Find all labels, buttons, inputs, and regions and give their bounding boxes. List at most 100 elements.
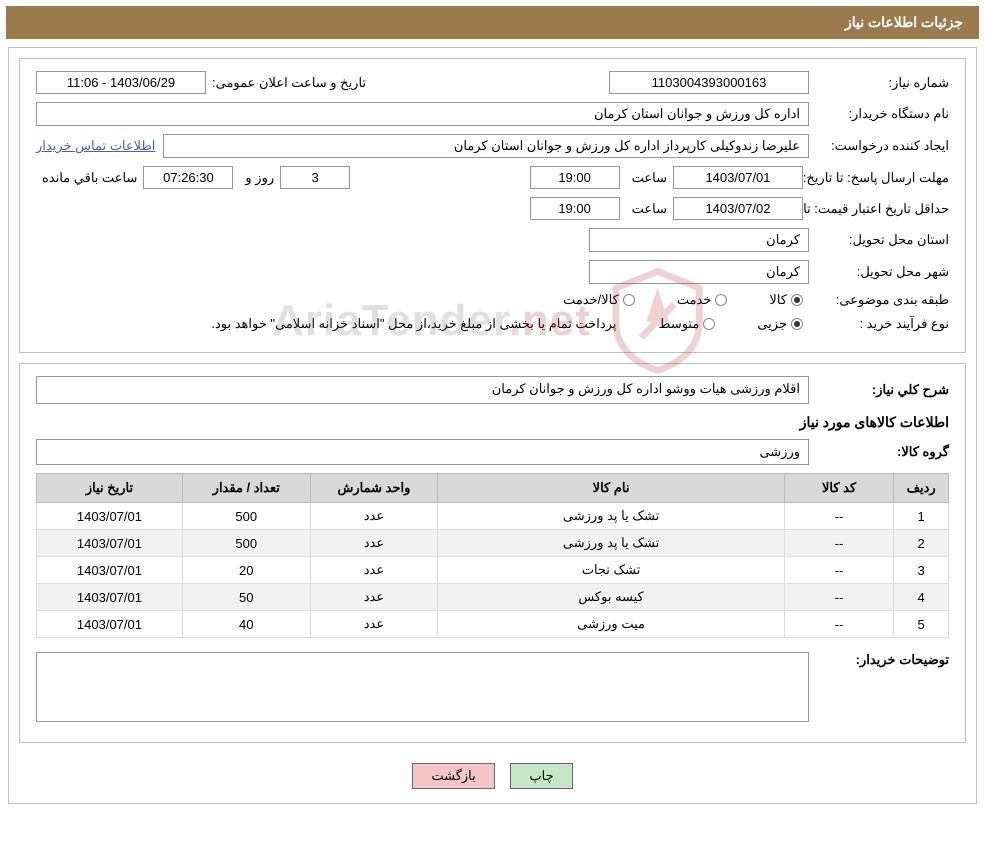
table-cell-code: -- — [784, 611, 893, 638]
print-button[interactable]: چاپ — [510, 763, 572, 789]
purchase-type-option-1[interactable]: متوسط — [658, 316, 715, 332]
delivery-province-label: استان محل تحویل: — [809, 232, 949, 248]
need-number-label: شماره نیاز: — [809, 75, 949, 91]
goods-group-value[interactable]: ورزشی — [36, 439, 809, 465]
goods-section-title: اطلاعات کالاهای مورد نیاز — [36, 414, 949, 431]
details-section: شماره نیاز: 1103004393000163 تاریخ و ساع… — [19, 58, 966, 353]
table-cell-unit: عدد — [310, 611, 438, 638]
category-option-2[interactable]: کالا/خدمت — [563, 292, 635, 308]
table-row: 5--میت ورزشیعدد401403/07/01 — [37, 611, 949, 638]
category-option-1[interactable]: خدمت — [677, 292, 728, 308]
table-cell-unit: عدد — [310, 530, 438, 557]
purchase-type-option-1-label: متوسط — [658, 316, 699, 332]
table-cell-name: تشک یا پد ورزشی — [438, 503, 785, 530]
table-row: 2--تشک یا پد ورزشیعدد5001403/07/01 — [37, 530, 949, 557]
requester-label: ایجاد کننده درخواست: — [809, 138, 949, 154]
announce-value: 1403/06/29 - 11:06 — [36, 71, 206, 94]
reply-days-label: روز و — [239, 170, 274, 186]
need-summary-text[interactable]: اقلام ورزشی هیات ووشو اداره کل ورزش و جو… — [36, 376, 809, 404]
main-frame: AriaTender.net شماره نیاز: 1103004393000… — [8, 47, 977, 804]
table-cell-qty: 500 — [182, 530, 310, 557]
table-cell-date: 1403/07/01 — [37, 557, 183, 584]
need-summary-label: شرح کلي نیاز: — [809, 382, 949, 398]
table-cell-n: 2 — [894, 530, 949, 557]
table-cell-name: تشک یا پد ورزشی — [438, 530, 785, 557]
buyer-org-label: نام دستگاه خریدار: — [809, 106, 949, 122]
requester-value: علیرضا زندوکیلی کارپرداز اداره کل ورزش و… — [163, 134, 809, 158]
back-button[interactable]: بازگشت — [412, 763, 494, 789]
table-cell-date: 1403/07/01 — [37, 503, 183, 530]
purchase-type-option-0[interactable]: جزیی — [757, 316, 803, 332]
radio-icon — [703, 318, 715, 330]
table-cell-date: 1403/07/01 — [37, 611, 183, 638]
table-cell-qty: 20 — [182, 557, 310, 584]
table-cell-qty: 500 — [182, 503, 310, 530]
table-cell-name: کیسه بوکس — [438, 584, 785, 611]
col-date: تاریخ نیاز — [37, 474, 183, 503]
col-n: ردیف — [894, 474, 949, 503]
table-cell-unit: عدد — [310, 584, 438, 611]
purchase-type-option-0-label: جزیی — [757, 316, 787, 332]
goods-group-label: گروه کالا: — [809, 444, 949, 460]
need-number-value: 1103004393000163 — [609, 71, 809, 94]
buyer-contact-link[interactable]: اطلاعات تماس خریدار — [36, 138, 155, 154]
price-validity-label: حداقل تاریخ اعتبار قیمت: تا تاریخ: — [809, 201, 949, 217]
table-cell-date: 1403/07/01 — [37, 584, 183, 611]
reply-deadline-date: 1403/07/01 — [673, 166, 803, 189]
radio-icon — [623, 294, 635, 306]
reply-days: 3 — [280, 166, 350, 189]
category-option-0-label: کالا — [769, 292, 787, 308]
buyer-notes-label: توضیحات خریدار: — [809, 652, 949, 668]
table-cell-n: 1 — [894, 503, 949, 530]
delivery-province-value: کرمان — [589, 228, 809, 252]
table-cell-code: -- — [784, 584, 893, 611]
table-cell-code: -- — [784, 503, 893, 530]
button-row: چاپ بازگشت — [19, 753, 966, 793]
table-cell-n: 3 — [894, 557, 949, 584]
table-cell-name: میت ورزشی — [438, 611, 785, 638]
reply-deadline-label: مهلت ارسال پاسخ: تا تاریخ: — [809, 170, 949, 186]
page-title: جزئیات اطلاعات نیاز — [845, 14, 963, 30]
table-row: 3--تشک نجاتعدد201403/07/01 — [37, 557, 949, 584]
category-option-0[interactable]: کالا — [769, 292, 803, 308]
goods-section: شرح کلي نیاز: اقلام ورزشی هیات ووشو ادار… — [19, 363, 966, 743]
reply-time-label: ساعت — [626, 170, 667, 186]
table-cell-unit: عدد — [310, 557, 438, 584]
radio-selected-icon — [791, 294, 803, 306]
buyer-notes-textarea[interactable] — [36, 652, 809, 722]
table-cell-date: 1403/07/01 — [37, 530, 183, 557]
col-name: نام کالا — [438, 474, 785, 503]
category-label: طبقه بندی موضوعی: — [809, 292, 949, 308]
table-row: 1--تشک یا پد ورزشیعدد5001403/07/01 — [37, 503, 949, 530]
table-cell-name: تشک نجات — [438, 557, 785, 584]
table-cell-code: -- — [784, 557, 893, 584]
items-table: ردیف کد کالا نام کالا واحد شمارش تعداد /… — [36, 473, 949, 638]
col-qty: تعداد / مقدار — [182, 474, 310, 503]
table-cell-qty: 40 — [182, 611, 310, 638]
price-validity-time: 19:00 — [530, 197, 620, 220]
table-cell-n: 4 — [894, 584, 949, 611]
announce-label: تاریخ و ساعت اعلان عمومی: — [206, 75, 366, 91]
table-cell-code: -- — [784, 530, 893, 557]
table-cell-qty: 50 — [182, 584, 310, 611]
category-option-1-label: خدمت — [677, 292, 712, 308]
delivery-city-value: کرمان — [589, 260, 809, 284]
table-cell-n: 5 — [894, 611, 949, 638]
delivery-city-label: شهر محل تحویل: — [809, 264, 949, 280]
col-unit: واحد شمارش — [310, 474, 438, 503]
price-validity-time-label: ساعت — [626, 201, 667, 217]
page-header: جزئیات اطلاعات نیاز — [6, 6, 979, 39]
reply-remaining-label: ساعت باقي مانده — [36, 170, 137, 186]
radio-icon — [715, 294, 727, 306]
buyer-org-value: اداره کل ورزش و جوانان استان کرمان — [36, 102, 809, 126]
category-option-2-label: کالا/خدمت — [563, 292, 619, 308]
price-validity-date: 1403/07/02 — [673, 197, 803, 220]
reply-countdown: 07:26:30 — [143, 166, 233, 189]
table-cell-unit: عدد — [310, 503, 438, 530]
radio-selected-icon — [791, 318, 803, 330]
purchase-type-label: نوع فرآیند خرید : — [809, 316, 949, 332]
col-code: کد کالا — [784, 474, 893, 503]
reply-deadline-time: 19:00 — [530, 166, 620, 189]
table-header-row: ردیف کد کالا نام کالا واحد شمارش تعداد /… — [37, 474, 949, 503]
table-row: 4--کیسه بوکسعدد501403/07/01 — [37, 584, 949, 611]
